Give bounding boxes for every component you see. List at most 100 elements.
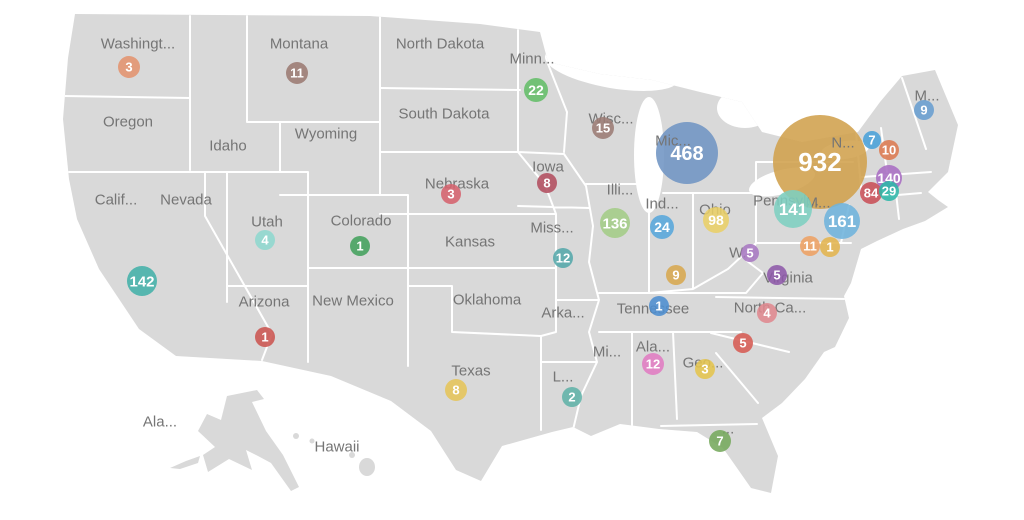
bubble-circle [537,173,557,193]
state-bubble-virginia[interactable]: 5 [767,265,787,285]
state-bubble-indiana[interactable]: 24 [650,215,674,239]
state-bubble-florida[interactable]: 7 [709,430,731,452]
state-label-north-dakota: North Dakota [396,35,485,52]
state-label-texas: Texas [451,362,490,379]
bubble-value: 3 [447,187,454,202]
bubble-circle [600,208,630,238]
bubble-value: 2 [568,390,575,405]
bubble-circle [757,303,777,323]
state-bubble-montana[interactable]: 11 [286,62,308,84]
bubble-circle [350,236,370,256]
state-bubble-kentucky[interactable]: 9 [666,265,686,285]
state-bubble-washington[interactable]: 3 [118,56,140,78]
alaska-shape [198,390,299,491]
bubble-value: 3 [701,362,708,377]
bubble-circle [741,244,759,262]
bubble-circle [441,184,461,204]
state-label-nebraska: Nebraska [425,175,490,192]
state-bubble-new-york[interactable]: 932 [773,115,867,209]
state-bubble-west-virginia[interactable]: 5 [741,244,759,262]
state-bubble-delaware[interactable]: 11 [800,236,820,256]
state-bubble-california[interactable]: 142 [127,266,157,296]
bubble-circle [649,296,669,316]
state-label-new-york: N... [831,134,854,151]
bubble-circle [553,248,573,268]
bubble-value: 5 [739,336,746,351]
state-bubble-minnesota[interactable]: 22 [524,78,548,102]
bubble-value: 1 [261,330,268,345]
alaska-aleutians [170,456,200,469]
state-bubble-rhode-island[interactable]: 29 [879,181,899,201]
state-bubble-michigan[interactable]: 468 [656,122,718,184]
state-label-washington: Washingt... [101,35,175,52]
state-label-south-dakota: South Dakota [399,105,491,122]
state-label-nevada: Nevada [160,191,212,208]
state-bubble-new-jersey[interactable]: 161 [824,203,860,239]
bubble-value: 8 [452,383,459,398]
bubble-value: 142 [129,273,154,290]
bubble-value: 161 [828,212,856,231]
state-bubble-new-hampshire[interactable]: 10 [879,140,899,160]
state-label-alaska: Ala... [143,413,177,430]
state-bubble-utah[interactable]: 4 [255,230,275,250]
state-bubble-missouri[interactable]: 12 [553,248,573,268]
bubble-value: 29 [882,184,896,199]
bubble-circle [820,237,840,257]
bubble-circle [800,236,820,256]
bubble-value: 4 [763,306,771,321]
state-bubble-arizona[interactable]: 1 [255,327,275,347]
bubble-circle [524,78,548,102]
bubble-value: 15 [596,121,610,136]
state-label-hawaii: Hawaii [314,438,359,455]
bubble-value: 7 [716,434,723,449]
bubble-circle [879,181,899,201]
state-bubble-connecticut[interactable]: 84 [860,182,882,204]
state-label-louisiana: L... [553,368,574,385]
state-bubble-vermont[interactable]: 7 [863,131,881,149]
bubble-value: 9 [920,103,927,118]
state-bubble-wisconsin[interactable]: 15 [592,117,614,139]
state-bubble-iowa[interactable]: 8 [537,173,557,193]
bubble-circle [642,353,664,375]
state-label-arizona: Arizona [239,293,291,310]
bubble-value: 5 [746,246,753,261]
state-label-oklahoma: Oklahoma [453,291,522,308]
state-bubble-texas[interactable]: 8 [445,379,467,401]
state-bubble-south-carolina[interactable]: 5 [733,333,753,353]
bubble-value: 136 [602,215,627,232]
bubble-value: 140 [877,170,901,186]
state-bubble-nebraska[interactable]: 3 [441,184,461,204]
state-bubble-illinois[interactable]: 136 [600,208,630,238]
bubble-circle [255,230,275,250]
state-label-minnesota: Minn... [509,50,554,67]
state-label-maine: M... [915,87,940,104]
state-bubble-colorado[interactable]: 1 [350,236,370,256]
bubble-circle [666,265,686,285]
state-bubble-ohio[interactable]: 98 [703,207,729,233]
bubble-circle [774,190,812,228]
big-bubbles-layer: 932 468 [656,115,867,209]
state-bubble-maine[interactable]: 9 [914,100,934,120]
bubble-value: 98 [708,212,724,228]
state-bubble-maryland[interactable]: 1 [820,237,840,257]
state-label-indiana: Ind... [645,195,678,212]
bubble-value: 11 [290,66,304,81]
state-label-utah: Utah [251,213,283,230]
state-label-arkansas: Arka... [541,304,584,321]
bubble-value: 10 [882,143,896,158]
state-bubble-tennessee[interactable]: 1 [649,296,669,316]
bubble-value: 1 [826,240,833,255]
state-bubble-alabama[interactable]: 12 [642,353,664,375]
bubble-circle [824,203,860,239]
state-label-idaho: Idaho [209,137,247,154]
bubble-circle [860,182,882,204]
state-bubble-louisiana[interactable]: 2 [562,387,582,407]
state-bubble-north-carolina[interactable]: 4 [757,303,777,323]
state-bubble-pennsylvania[interactable]: 141 [774,190,812,228]
bubble-value: 8 [543,176,550,191]
state-bubble-georgia[interactable]: 3 [695,359,715,379]
state-label-california: Calif... [95,191,138,208]
